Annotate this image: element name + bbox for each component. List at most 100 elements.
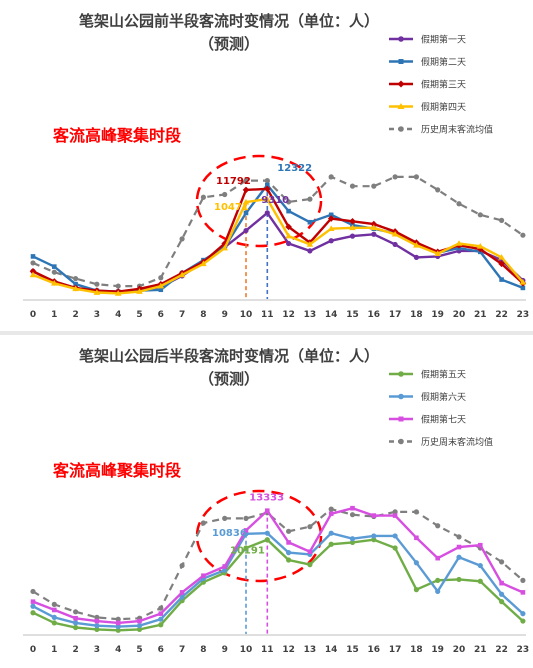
legend-entry: 假期第三天 [389,79,466,91]
series-line [32,211,524,294]
data-point [178,271,186,278]
x-tick-label: 21 [474,310,487,320]
x-tick-label: 2 [72,310,78,320]
data-point [73,281,78,287]
data-label: 10471 [214,202,249,213]
chart-panel-top: 笔架山公园前半段客流时变情况（单位：人） （预测） 客流高峰聚集时段 0 1 2 3 4 5 6 7… [1,1,531,330]
x-tick-label: 7 [179,310,185,320]
data-point [328,238,334,244]
data-point [349,218,356,225]
data-point [286,208,291,214]
legend-entry: 假期第二天 [389,56,466,68]
x-tick-label: 9 [222,310,228,320]
data-point [242,198,250,205]
data-point [115,627,121,633]
x-tick-label: 13 [304,310,317,320]
x-tick-label: 19 [431,310,444,320]
data-point [179,562,185,569]
data-point [222,567,228,573]
x-tick-label: 10 [240,645,253,655]
x-tick-label: 11 [261,310,274,320]
data-point [435,523,441,529]
x-tick-label: 23 [517,645,530,655]
chart-title: 笔架山公园后半段客流时变情况（单位：人） [79,347,379,365]
data-point [243,210,249,216]
data-point [307,562,313,568]
data-point [242,186,250,194]
data-point [136,288,143,294]
x-tick-label: 23 [517,310,530,320]
data-point [222,564,227,569]
data-point [520,590,526,595]
x-tick-label: 0 [30,310,36,320]
data-point [307,196,313,202]
data-point [73,276,79,282]
x-tick-label: 17 [389,310,402,320]
legend-entry: 假期第五天 [389,369,466,381]
data-point [456,576,462,583]
data-point [157,282,165,289]
series-2 [30,505,526,626]
x-tick-label: 15 [346,310,359,320]
x-tick-label: 20 [453,310,466,320]
x-tick-label: 3 [94,645,100,655]
x-tick-label: 8 [200,645,206,655]
x-tick-label: 16 [368,310,381,320]
data-point [307,549,313,554]
data-point [327,215,335,222]
x-tick-label: 22 [495,645,508,655]
data-point [158,275,164,281]
data-point [414,535,419,541]
legend-label: 假期第四天 [421,101,466,113]
data-point [221,244,228,251]
data-point [286,550,292,556]
data-point [286,540,291,545]
x-tick-label: 14 [325,310,338,320]
data-point [264,210,270,216]
series-3 [30,506,526,622]
x-tick-label: 20 [453,645,466,655]
data-point [307,219,313,225]
data-point [370,220,378,228]
x-tick-label: 3 [94,310,100,320]
data-label: 9310 [261,195,289,206]
data-point [455,240,463,246]
data-point [51,614,57,620]
data-point [285,232,292,239]
data-point [30,588,36,595]
data-point [499,599,505,605]
x-tick-label: 4 [115,645,121,655]
data-point [520,577,526,583]
data-point [477,242,484,249]
data-point [200,520,206,526]
data-point [158,605,164,611]
x-tick-label: 11 [261,645,274,655]
peak-annotation: 客流高峰聚集时段 [53,461,182,480]
legend-label: 假期第一天 [421,34,466,46]
data-point [286,199,292,205]
series-4 [30,174,526,289]
x-tick-label: 8 [200,310,206,320]
data-point [371,533,377,539]
data-point [30,599,36,604]
series-1 [30,530,526,630]
data-point [243,178,249,184]
data-point [435,577,441,583]
data-point [51,620,57,626]
data-point [498,254,505,260]
x-tick-label: 16 [368,645,381,655]
legend-label: 假期第二天 [421,56,466,68]
data-point [158,611,164,616]
data-point [371,183,377,189]
data-point [94,618,100,624]
legend-label: 假期第五天 [421,369,466,381]
legend-label: 假期第三天 [421,79,466,91]
x-tick-label: 17 [389,645,402,655]
data-point [519,279,527,285]
data-point [499,217,505,223]
peak-ellipse [195,154,323,248]
data-point [477,562,483,569]
data-point [265,508,270,513]
x-tick-label: 4 [115,310,121,320]
